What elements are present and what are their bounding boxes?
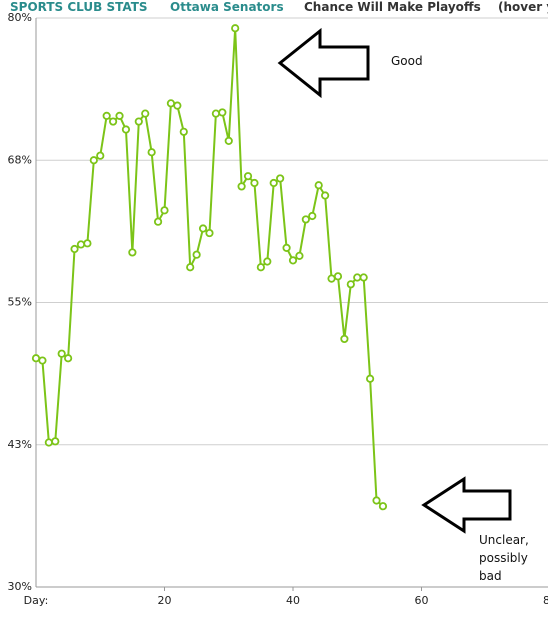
point — [76, 240, 86, 249]
point — [308, 211, 317, 221]
y-tick-label: 80% — [8, 11, 32, 24]
hint: (hover y — [498, 0, 548, 14]
point — [224, 136, 233, 146]
point — [173, 101, 182, 110]
point — [147, 148, 156, 157]
point — [153, 217, 163, 226]
x-tick-label: 80 — [543, 594, 548, 607]
point — [353, 273, 362, 282]
point — [160, 206, 169, 215]
point — [282, 243, 291, 252]
point — [327, 274, 336, 283]
point — [359, 273, 368, 282]
chart-title: Chance Will Make Playoffs — [304, 0, 481, 14]
point — [51, 437, 60, 446]
annotation: Good — [391, 54, 423, 68]
point — [64, 354, 73, 363]
y-tick-label: 30% — [8, 580, 32, 593]
point — [237, 182, 246, 191]
point — [96, 151, 105, 160]
point — [128, 248, 137, 257]
y-tick-label: 43% — [8, 438, 32, 451]
point — [295, 251, 304, 260]
point — [115, 111, 124, 120]
point — [340, 334, 349, 344]
point — [263, 257, 272, 266]
y-tick-label: 55% — [8, 296, 32, 309]
point — [141, 109, 150, 118]
line — [35, 28, 384, 507]
x-tick-label: 60 — [415, 594, 429, 607]
point — [378, 502, 388, 511]
arrow — [277, 27, 370, 99]
point — [218, 108, 227, 117]
point — [346, 280, 355, 289]
team-name: Ottawa Senators — [170, 0, 284, 14]
point — [301, 215, 310, 224]
y-tick-label: 68% — [8, 153, 32, 166]
point — [333, 272, 343, 281]
point — [179, 127, 188, 136]
annotation: Unclear, possibly bad — [479, 533, 529, 583]
point — [256, 263, 265, 272]
point — [70, 244, 79, 254]
point — [288, 256, 298, 265]
point — [121, 125, 131, 134]
point — [109, 117, 118, 126]
site-name: SPORTS CLUB STATS — [10, 0, 148, 14]
point — [269, 178, 278, 188]
x-tick-label: 40 — [286, 594, 300, 607]
point — [166, 99, 176, 108]
point — [57, 349, 66, 358]
x-tick-label: 20 — [158, 594, 172, 607]
arrow — [421, 476, 512, 534]
point — [276, 174, 285, 183]
x-axis-label: Day: — [24, 594, 49, 607]
point — [31, 354, 41, 363]
point — [314, 181, 323, 190]
point — [198, 224, 208, 233]
point — [250, 178, 259, 188]
point — [44, 438, 53, 447]
point — [211, 109, 220, 118]
point — [186, 263, 195, 272]
point — [192, 250, 201, 259]
point — [83, 239, 92, 248]
point — [231, 24, 240, 33]
point — [372, 496, 381, 505]
point — [205, 228, 214, 238]
point — [102, 111, 111, 120]
point — [89, 156, 98, 165]
point — [321, 191, 330, 200]
point — [365, 374, 375, 383]
point — [134, 117, 143, 126]
point — [38, 356, 47, 365]
point — [243, 172, 253, 181]
